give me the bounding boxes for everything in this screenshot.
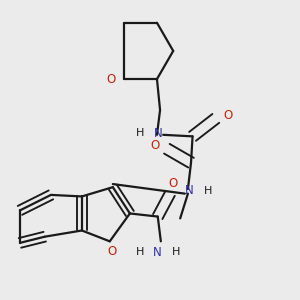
Text: O: O <box>223 109 232 122</box>
Text: N: N <box>153 246 162 259</box>
Text: O: O <box>108 245 117 258</box>
Text: H: H <box>136 128 144 138</box>
Text: N: N <box>154 127 163 140</box>
Text: O: O <box>151 139 160 152</box>
Text: N: N <box>185 184 194 197</box>
Text: H: H <box>136 247 144 257</box>
Text: H: H <box>172 247 180 257</box>
Text: H: H <box>204 185 212 196</box>
Text: O: O <box>169 177 178 190</box>
Text: O: O <box>106 73 115 85</box>
